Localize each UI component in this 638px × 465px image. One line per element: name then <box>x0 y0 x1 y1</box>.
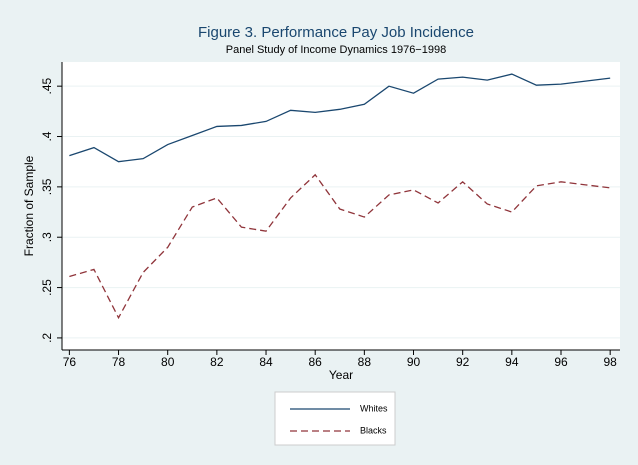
y-tick-label: .3 <box>40 232 54 242</box>
series-line <box>69 173 611 320</box>
y-tick-label: .4 <box>40 131 54 141</box>
x-tick-label: 88 <box>358 355 372 369</box>
x-tick-label: 86 <box>309 355 323 369</box>
x-tick-label: 76 <box>63 355 77 369</box>
x-tick-label: 98 <box>603 355 617 369</box>
plot-area <box>62 62 620 350</box>
series-line <box>69 73 611 163</box>
legend-label: Blacks <box>360 425 387 435</box>
x-axis-title: Year <box>329 368 353 382</box>
x-tick-label: 92 <box>456 355 470 369</box>
y-tick-label: .25 <box>40 279 54 296</box>
x-tick-label: 82 <box>210 355 224 369</box>
chart-subtitle: Panel Study of Income Dynamics 1976−1998 <box>226 44 446 56</box>
x-tick-label: 90 <box>407 355 421 369</box>
x-tick-label: 84 <box>259 355 273 369</box>
y-tick-label: .35 <box>40 178 54 195</box>
legend-box <box>274 391 396 446</box>
x-tick-label: 94 <box>505 355 519 369</box>
y-tick-label: .2 <box>40 333 54 343</box>
legend-label: Whites <box>360 403 388 413</box>
y-tick-label: .45 <box>40 78 54 95</box>
x-tick-label: 78 <box>112 355 126 369</box>
x-tick-label: 80 <box>161 355 175 369</box>
y-axis-title: Fraction of Sample <box>22 155 36 256</box>
chart-title: Figure 3. Performance Pay Job Incidence <box>198 24 474 41</box>
x-tick-label: 96 <box>554 355 568 369</box>
